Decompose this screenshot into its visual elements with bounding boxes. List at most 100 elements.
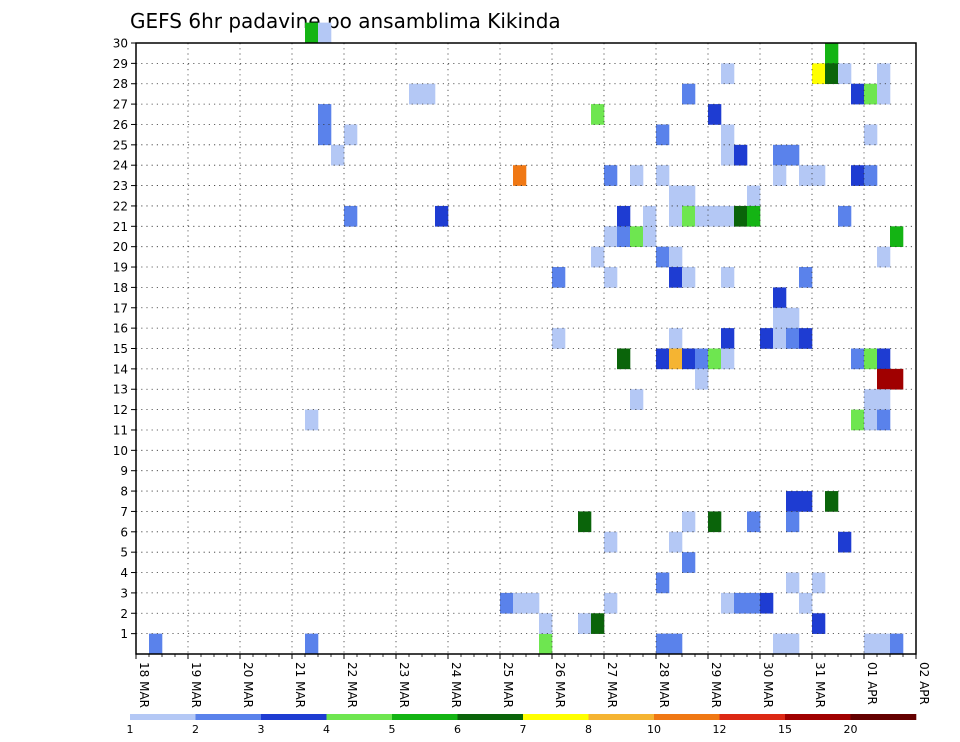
y-tick-label: 3 (120, 586, 128, 600)
colorbar-swatch (326, 714, 393, 720)
y-tick-label: 18 (113, 281, 128, 295)
heatmap-cell (799, 328, 813, 349)
x-tick-label: 20 MAR (241, 662, 255, 708)
heatmap-cell (734, 592, 748, 614)
heatmap-cell (669, 267, 683, 288)
heatmap-cell (864, 389, 878, 410)
heatmap-cell (877, 348, 891, 370)
heatmap-cell (890, 633, 904, 655)
heatmap-cell (773, 328, 787, 349)
heatmap-cell (643, 205, 657, 227)
y-tick-label: 10 (113, 444, 128, 458)
y-tick-label: 16 (113, 322, 128, 336)
colorbar-swatch (588, 714, 655, 720)
heatmap-cell (695, 205, 709, 227)
colorbar-swatch (719, 714, 786, 720)
heatmap-cell (708, 511, 722, 533)
heatmap-cell (851, 83, 865, 105)
x-tick-label: 02 APR (917, 662, 931, 705)
heatmap-cell (682, 511, 696, 533)
colorbar-swatch (261, 714, 327, 720)
heatmap-cell (838, 531, 852, 553)
heatmap-cell (721, 144, 735, 166)
y-tick-label: 13 (113, 383, 128, 397)
heatmap-cell (578, 613, 592, 634)
x-tick-label: 30 MAR (761, 662, 775, 708)
heatmap-cell (864, 83, 878, 105)
heatmap-cell (617, 205, 631, 227)
y-tick-label: 9 (120, 464, 128, 478)
heatmap-cell (799, 491, 813, 512)
heatmap-cell (318, 124, 332, 146)
heatmap-cell (656, 124, 670, 146)
heatmap-cell (877, 633, 891, 655)
heatmap-cell (630, 389, 644, 410)
heatmap-cell (773, 633, 787, 655)
heatmap-cell (864, 124, 878, 146)
y-tick-label: 7 (120, 505, 128, 519)
heatmap-cell (344, 205, 358, 227)
colorbar-label: 7 (520, 723, 527, 736)
heatmap-cell (773, 144, 787, 166)
heatmap-cell (812, 63, 826, 85)
colorbar-swatch (130, 714, 196, 720)
heatmap-cell (799, 267, 813, 288)
heatmap-cell (825, 491, 839, 512)
chart-title: GEFS 6hr padavine po ansamblima Kikinda (130, 9, 561, 33)
y-tick-label: 26 (113, 118, 128, 132)
colorbar-label: 5 (389, 723, 396, 736)
y-tick-label: 25 (113, 138, 128, 152)
heatmap-cell (305, 409, 319, 431)
y-tick-label: 29 (113, 57, 128, 71)
heatmap-cell (721, 63, 735, 85)
y-tick-label: 8 (120, 485, 128, 499)
heatmap-cell (682, 348, 696, 370)
heatmap-cell (877, 368, 891, 390)
x-tick-label: 19 MAR (189, 662, 203, 708)
heatmap-cell (630, 226, 644, 247)
heatmap-cell (604, 267, 618, 288)
heatmap-cell (422, 83, 436, 105)
heatmap-cell (409, 83, 423, 105)
y-tick-label: 6 (120, 525, 128, 539)
heatmap-cell (669, 246, 683, 268)
heatmap-cell (825, 63, 839, 85)
heatmap-cell (734, 144, 748, 166)
heatmap-cell (721, 348, 735, 370)
heatmap-cell (604, 592, 618, 614)
y-tick-label: 20 (113, 240, 128, 254)
colorbar-swatch (785, 714, 851, 720)
heatmap-cell (617, 348, 631, 370)
heatmap-cell (773, 165, 787, 186)
heatmap-cell (305, 633, 319, 655)
heatmap-cell (877, 63, 891, 85)
heatmap-cell (877, 83, 891, 105)
colorbar-label: 1 (127, 723, 134, 736)
heatmap-cell (851, 409, 865, 431)
heatmap-cell (578, 511, 592, 533)
heatmap-cell (786, 328, 800, 349)
heatmap-cell (786, 307, 800, 329)
x-tick-label: 27 MAR (605, 662, 619, 708)
heatmap-cell (786, 491, 800, 512)
heatmap-cell (669, 328, 683, 349)
heatmap-cell (656, 246, 670, 268)
heatmap-cell (747, 511, 761, 533)
heatmap-cell (825, 43, 839, 64)
x-tick-label: 28 MAR (657, 662, 671, 708)
heatmap-cell (812, 613, 826, 634)
heatmap-cell (708, 348, 722, 370)
y-tick-label: 15 (113, 342, 128, 356)
x-tick-label: 23 MAR (397, 662, 411, 708)
x-tick-label: 24 MAR (449, 662, 463, 708)
colorbar-label: 3 (258, 723, 265, 736)
heatmap-cell (656, 165, 670, 186)
heatmap-cell (838, 63, 852, 85)
x-tick-label: 22 MAR (345, 662, 359, 708)
colorbar-swatch (392, 714, 458, 720)
heatmap-cell (877, 409, 891, 431)
x-tick-label: 21 MAR (293, 662, 307, 708)
x-tick-label: 01 APR (865, 662, 879, 705)
heatmap-cell (604, 226, 618, 247)
